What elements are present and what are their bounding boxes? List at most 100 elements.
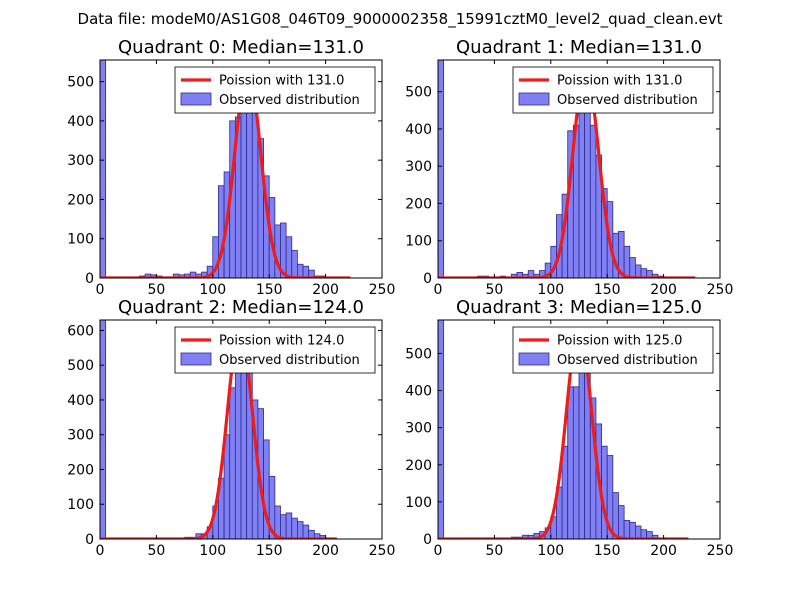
legend: Poission with 124.0 Observed distribution [174,326,376,374]
panels: 0 50 100 150 200 2500100200300400500Quadrant … [67,37,733,559]
x-tick-label: 50 [147,282,165,298]
histogram-bar [578,102,586,278]
histogram-bar [651,534,659,539]
histogram-bar [302,265,310,278]
panel-title: Quadrant 2: Median=124.0 [118,297,364,318]
y-tick-label: 200 [67,192,94,208]
histogram-bar [589,124,597,278]
y-tick-label: 200 [405,458,432,474]
x-tick-label: 200 [650,543,677,559]
poisson-curve [100,68,352,278]
histogram-bar [100,60,107,278]
histogram-bar [629,521,636,539]
histogram-bar [240,104,248,278]
y-tick-label: 400 [67,114,94,130]
x-tick-label: 100 [199,543,226,559]
legend-label-poisson: Poission with 124.0 [219,334,344,349]
x-tick-label: 0 [434,543,443,559]
legend-bar-swatch [518,92,550,106]
histogram-bar [285,236,293,278]
panel-title: Quadrant 1: Median=131.0 [456,37,702,58]
histogram-bar [438,320,445,539]
histogram-bar [285,512,293,539]
y-tick-label: 0 [85,532,94,548]
legend-bar-swatch [180,352,212,366]
histogram-bar [280,514,287,539]
axes-frame [99,59,383,279]
x-tick-label: 100 [537,282,564,298]
y-tick-label: 500 [67,358,94,374]
x-tick-label: 250 [369,282,396,298]
poisson-curve [438,69,697,278]
axes-frame [437,59,721,279]
histogram-bar [251,108,259,278]
histogram-bar [635,264,642,278]
y-tick-label: 400 [405,384,432,400]
histogram-bar [618,505,625,539]
legend-label-observed: Observed distribution [219,93,360,108]
x-tick-label: 250 [369,543,396,559]
x-tick-label: 50 [147,543,165,559]
histogram-bars [438,320,659,539]
x-tick-label: 250 [707,282,734,298]
figure-title: Data file: modeM0/AS1G08_046T09_90000023… [78,10,723,29]
y-tick-label: 0 [85,271,94,287]
quadrant-2-panel: 0 50 100 150 200 250 0 100 200 300 400 500 600 Quadra… [67,297,395,559]
histogram-bar [623,245,631,278]
x-tick-label: 100 [537,543,564,559]
legend: Poission with 131.0 Observed distribution [174,66,376,114]
y-tick-label: 400 [405,122,432,138]
axes-frame [99,319,383,540]
histogram-bar [567,386,574,539]
x-tick-label: 0 [96,543,105,559]
histogram-bar [584,100,591,278]
x-tick-label: 100 [199,282,226,298]
histogram-bar [229,387,236,539]
histogram-bar [296,521,304,539]
histogram-bar [438,60,445,278]
histogram-bar [302,524,310,539]
y-tick-label: 0 [423,271,432,287]
x-tick-label: 200 [650,282,677,298]
y-tick-label: 300 [405,421,432,437]
y-tick-label: 300 [405,159,432,175]
y-tick-label: 200 [405,196,432,212]
legend-label-observed: Observed distribution [557,93,698,108]
legend-label-observed: Observed distribution [557,353,698,368]
legend-bar-swatch [180,92,212,106]
y-tick-label: 300 [67,428,94,444]
quadrant-1-panel: 0 50 100 150 200 250 0 100 200 300 400 500 Quadrant … [405,37,733,298]
histogram-bar [100,320,107,539]
histogram-bar [572,386,580,539]
y-tick-label: 500 [405,85,432,101]
legend-label-poisson: Poission with 131.0 [557,74,682,89]
y-tick-label: 500 [67,75,94,91]
histogram-bar [629,257,636,278]
x-tick-label: 0 [434,282,443,298]
panel-title: Quadrant 3: Median=125.0 [456,297,702,318]
x-tick-label: 200 [312,543,339,559]
y-tick-label: 100 [405,495,432,511]
y-tick-label: 100 [405,234,432,250]
y-tick-label: 300 [67,153,94,169]
legend-label-observed: Observed distribution [219,353,360,368]
y-tick-label: 200 [67,462,94,478]
histogram-bar [296,263,304,278]
x-tick-label: 150 [594,282,621,298]
histogram-bar [623,520,631,539]
legend: Poission with 131.0 Observed distribution [512,66,714,114]
x-tick-label: 50 [485,543,503,559]
quadrant-0-panel: 0 50 100 150 200 250 0 100 200 300 400 500 Quadrant … [67,37,395,298]
panel-title: Quadrant 0: Median=131.0 [118,37,364,58]
legend-label-poisson: Poission with 131.0 [219,74,344,89]
histogram-bar [291,517,298,539]
axes-frame [437,319,721,540]
quadrant-3-panel: 0 50 100 150 200 250 0 100 200 300 400 500 Quadrant … [405,297,733,559]
x-tick-label: 200 [312,282,339,298]
x-tick-label: 150 [256,543,283,559]
y-tick-label: 600 [67,323,94,339]
poisson-curve [438,327,690,539]
x-tick-label: 250 [707,543,734,559]
y-tick-label: 400 [67,393,94,409]
